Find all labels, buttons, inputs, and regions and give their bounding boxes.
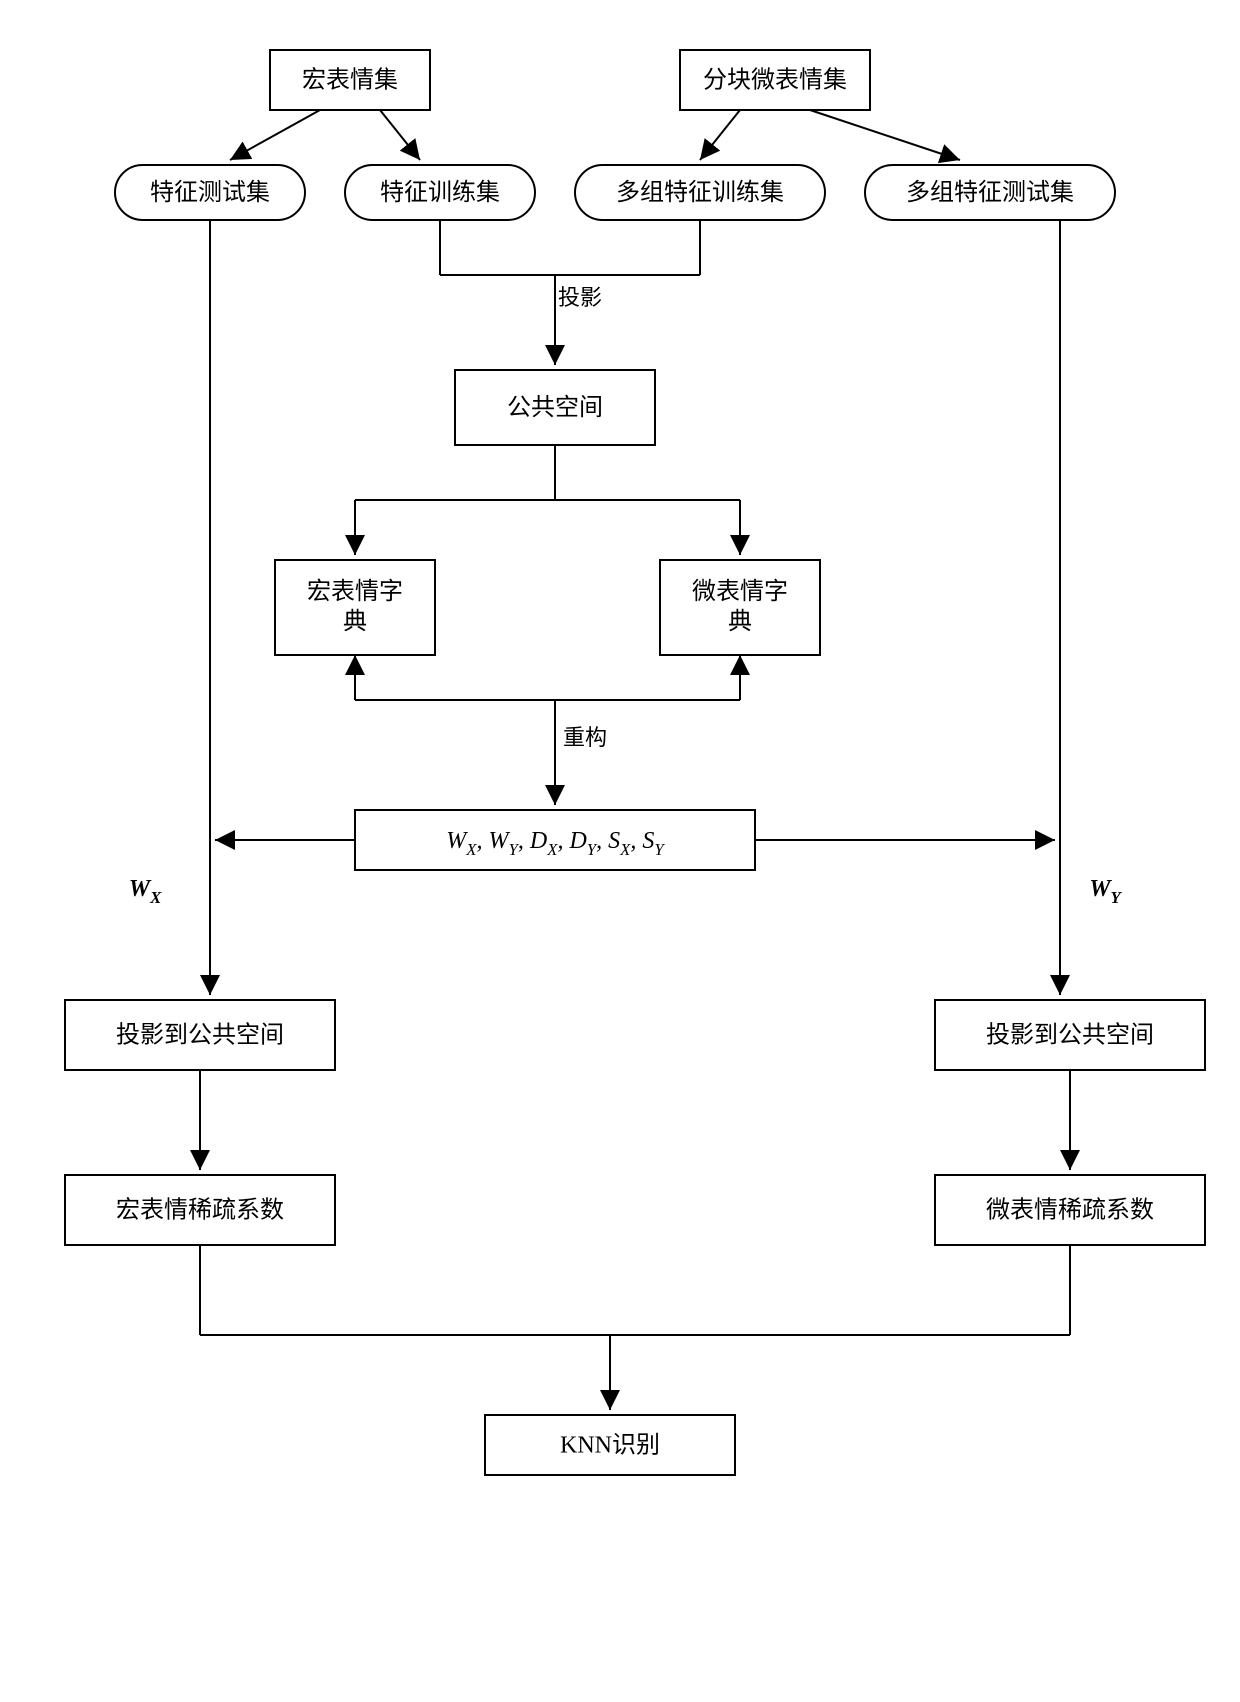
node-block_micro_set: 分块微表情集 — [680, 50, 870, 110]
edge-block-to-multitest — [810, 110, 960, 160]
node-micro_sparse: 微表情稀疏系数 — [935, 1175, 1205, 1245]
node-knn: KNN识别 — [485, 1415, 735, 1475]
node-macro_dict-label-1: 宏表情字 — [307, 578, 403, 605]
node-feat_train-label: 特征训练集 — [380, 179, 500, 206]
node-feat_test: 特征测试集 — [115, 165, 305, 220]
node-proj_right: 投影到公共空间 — [935, 1000, 1205, 1070]
node-feat_test-label: 特征测试集 — [150, 179, 270, 206]
node-multi_train-label: 多组特征训练集 — [616, 179, 784, 206]
node-micro_sparse-label: 微表情稀疏系数 — [986, 1197, 1154, 1224]
nodes: 宏表情集 分块微表情集特征测试集 特征训练集 多组特征训练集 多组特征测试集公共空间宏表… — [65, 50, 1205, 1475]
label-projection: 投影 — [558, 285, 602, 310]
node-macro_sparse: 宏表情稀疏系数 — [65, 1175, 335, 1245]
flowchart-svg: 宏表情集 分块微表情集特征测试集 特征训练集 多组特征训练集 多组特征测试集公共空间宏表… — [0, 0, 1240, 1702]
node-pub_space: 公共空间 — [455, 370, 655, 445]
node-knn-label: KNN识别 — [560, 1432, 660, 1459]
node-micro_dict-label-1: 微表情字 — [692, 578, 788, 605]
node-macro_sparse-label: 宏表情稀疏系数 — [116, 1197, 284, 1224]
node-multi_test: 多组特征测试集 — [865, 165, 1115, 220]
node-macro_set-label: 宏表情集 — [302, 67, 398, 94]
label-wy: WY — [1089, 876, 1122, 908]
node-macro_set: 宏表情集 — [270, 50, 430, 110]
node-macro_dict-label-2: 典 — [343, 608, 367, 635]
node-block_micro_set-label: 分块微表情集 — [703, 67, 847, 94]
node-proj_left-label: 投影到公共空间 — [116, 1022, 284, 1049]
label-wx: WX — [129, 876, 162, 908]
node-proj_right-label: 投影到公共空间 — [986, 1022, 1154, 1049]
edge-macro-to-feattest — [230, 110, 320, 160]
edge-block-to-multitrain — [700, 110, 740, 160]
node-macro_dict: 宏表情字典 — [275, 560, 435, 655]
node-pub_space-label: 公共空间 — [507, 394, 603, 421]
label-reconstruct: 重构 — [563, 725, 607, 750]
node-micro_dict: 微表情字典 — [660, 560, 820, 655]
node-proj_left: 投影到公共空间 — [65, 1000, 335, 1070]
edge-macro-to-feattrain — [380, 110, 420, 160]
node-feat_train: 特征训练集 — [345, 165, 535, 220]
node-params: WX, WY, DX, DY, SX, SY — [355, 810, 755, 870]
node-multi_train: 多组特征训练集 — [575, 165, 825, 220]
node-micro_dict-label-2: 典 — [728, 608, 752, 635]
node-multi_test-label: 多组特征测试集 — [906, 179, 1074, 206]
